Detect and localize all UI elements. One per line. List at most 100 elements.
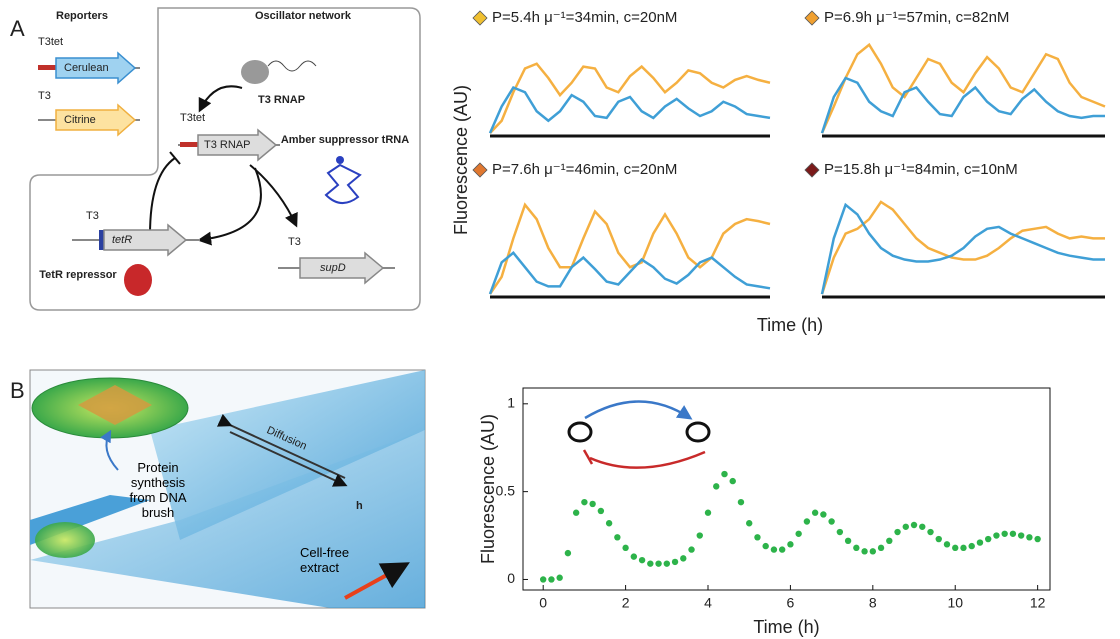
- label: Citrine: [64, 114, 96, 126]
- x-tick-label: 4: [704, 595, 712, 611]
- x-tick-label: 2: [622, 595, 630, 611]
- x-tick-label: 6: [787, 595, 795, 611]
- data-point: [556, 574, 563, 581]
- data-point: [663, 560, 671, 567]
- label: T3: [38, 90, 51, 102]
- data-point: [762, 542, 769, 550]
- data-point: [680, 555, 687, 562]
- data-point: [853, 544, 860, 552]
- data-point: [919, 523, 926, 530]
- y-axis-label: Fluorescence (AU): [478, 414, 498, 564]
- data-point: [787, 541, 794, 548]
- label: T3: [288, 236, 301, 248]
- data-point: [630, 553, 638, 560]
- data-point: [894, 528, 901, 536]
- label: Protein synthesis from DNA brush: [129, 460, 187, 520]
- data-point: [844, 537, 852, 545]
- label: T3tet: [38, 36, 63, 48]
- label: T3 RNAP: [204, 139, 250, 151]
- y-tick-label: 0.5: [496, 482, 516, 498]
- chart-title: P=6.9h μ⁻¹=57min, c=82nM: [824, 9, 1009, 26]
- data-point: [589, 500, 596, 508]
- data-point: [539, 576, 547, 583]
- data-point: [877, 544, 885, 552]
- data-point: [943, 541, 951, 548]
- data-point: [935, 535, 942, 543]
- label: h: [356, 500, 363, 512]
- data-point: [729, 477, 736, 485]
- panel-label: A: [10, 16, 25, 41]
- data-point: [548, 576, 555, 583]
- diagram-b: Diffusion h Protein synthesis from DNA b…: [29, 369, 426, 609]
- data-point: [721, 470, 728, 478]
- data-point: [746, 520, 753, 527]
- line-series: [820, 200, 1105, 295]
- data-point: [820, 511, 827, 518]
- title-marker: [472, 10, 488, 26]
- y-tick-label: 0: [507, 570, 515, 586]
- data-point: [836, 528, 844, 536]
- data-point: [622, 544, 629, 552]
- data-point: [754, 534, 761, 541]
- data-point: [984, 535, 992, 543]
- data-point: [960, 544, 967, 552]
- data-point: [647, 560, 654, 567]
- data-point: [638, 556, 646, 564]
- data-point: [614, 534, 621, 541]
- label: Oscillator network: [255, 10, 352, 22]
- label: Amber suppressor tRNA: [281, 134, 409, 146]
- data-point: [655, 560, 662, 567]
- diagram-a: Reporters Oscillator network T3tet Cerul…: [29, 7, 421, 311]
- data-point: [1009, 530, 1017, 537]
- data-point: [778, 546, 786, 553]
- data-point: [803, 518, 811, 525]
- label: Cerulean: [64, 62, 109, 74]
- title-marker: [472, 162, 488, 178]
- x-axis-label: Time (h): [757, 315, 823, 335]
- label-box: Protein synthesis from DNA brush: [129, 460, 187, 520]
- x-tick-label: 0: [539, 595, 547, 611]
- data-point: [795, 530, 802, 537]
- x-tick-label: 12: [1030, 595, 1046, 611]
- title-marker: [804, 162, 820, 178]
- label: T3 RNAP: [258, 94, 305, 106]
- data-point: [952, 544, 959, 552]
- data-point: [1001, 530, 1008, 537]
- data-point: [572, 509, 580, 516]
- data-point: [993, 532, 1000, 539]
- data-point: [976, 539, 984, 546]
- data-point: [1017, 532, 1025, 539]
- data-point: [968, 542, 975, 550]
- data-point: [811, 509, 819, 516]
- line-series: [820, 42, 1106, 134]
- data-point: [737, 498, 745, 506]
- chart-title: P=15.8h μ⁻¹=84min, c=10nM: [824, 161, 1018, 178]
- title-marker: [804, 10, 820, 26]
- data-point: [564, 549, 572, 557]
- data-point: [713, 483, 720, 490]
- data-point: [1034, 535, 1041, 543]
- data-point: [704, 509, 712, 516]
- label: Cell-free extract: [300, 545, 350, 575]
- data-point: [605, 520, 613, 527]
- line-series: [488, 202, 771, 295]
- data-point: [886, 537, 893, 545]
- data-point: [869, 548, 877, 555]
- line-series: [488, 251, 771, 295]
- line-series: [820, 202, 1105, 295]
- chart-title: P=5.4h μ⁻¹=34min, c=20nM: [492, 9, 677, 26]
- label: T3: [86, 210, 99, 222]
- data-point: [581, 498, 588, 506]
- data-point: [688, 546, 695, 553]
- data-point: [770, 546, 778, 553]
- label: TetR repressor: [39, 269, 117, 281]
- data-point: [696, 532, 703, 539]
- label-box: Cell-free extract: [300, 545, 350, 575]
- y-axis-label: Fluorescence (AU): [451, 85, 471, 235]
- plot-frame: [522, 387, 1051, 591]
- y-tick-label: 1: [507, 395, 515, 411]
- network-inset: [567, 400, 711, 469]
- line-series: [488, 85, 771, 134]
- label: supD: [320, 262, 346, 274]
- data-point: [927, 528, 934, 536]
